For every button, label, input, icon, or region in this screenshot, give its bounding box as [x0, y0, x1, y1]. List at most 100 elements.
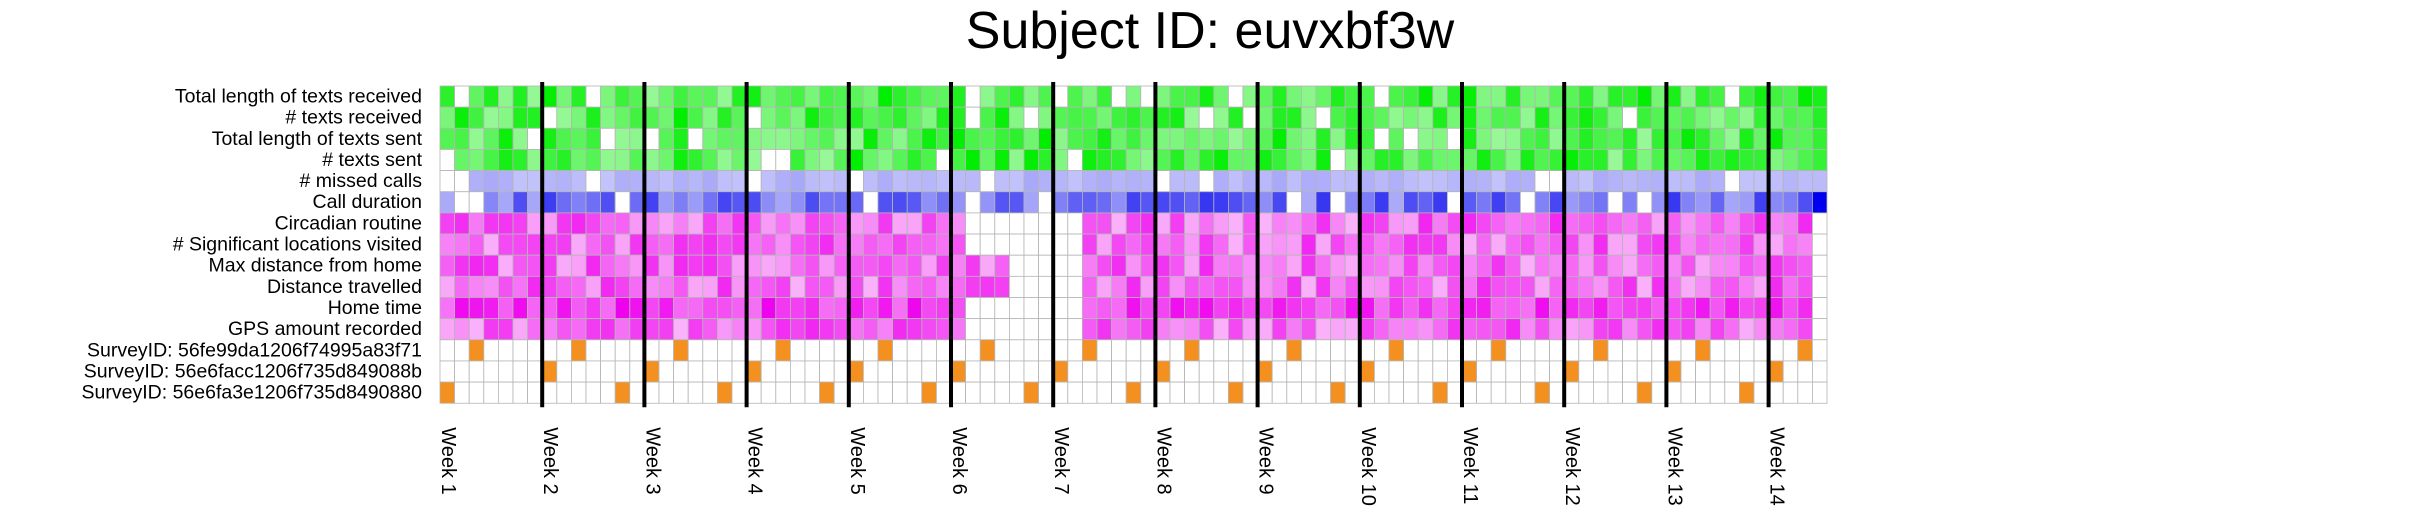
heatmap-cell	[790, 170, 806, 193]
heatmap-cell	[585, 233, 602, 256]
week-label: Week 3	[641, 427, 663, 494]
heatmap-cell	[1563, 212, 1580, 235]
heatmap-cell	[1739, 339, 1755, 362]
heatmap-cell	[1432, 360, 1448, 383]
heatmap-cell	[1666, 254, 1682, 277]
heatmap-cell	[979, 297, 996, 320]
heatmap-cell	[892, 254, 908, 277]
heatmap-cell	[1038, 275, 1054, 298]
heatmap-cell	[1622, 360, 1638, 383]
heatmap-cell	[1607, 339, 1624, 362]
heatmap-cell	[497, 339, 514, 362]
heatmap-cell	[1739, 233, 1755, 256]
heatmap-cell	[1009, 149, 1025, 171]
heatmap-cell	[1257, 233, 1273, 256]
heatmap-cell	[790, 318, 806, 341]
heatmap-cell	[1067, 191, 1083, 214]
heatmap-cell	[1169, 360, 1186, 383]
heatmap-cell	[1812, 254, 1828, 277]
heatmap-cell	[833, 149, 850, 171]
heatmap-cell	[790, 297, 806, 320]
heatmap-cell	[979, 318, 996, 341]
heatmap-cell	[687, 191, 704, 214]
heatmap-cell	[1636, 275, 1653, 298]
heatmap-cell	[965, 297, 981, 320]
heatmap-cell	[1593, 275, 1609, 298]
heatmap-cell	[1782, 318, 1799, 341]
heatmap-cell	[1067, 149, 1083, 171]
heatmap-cell	[731, 339, 748, 362]
heatmap-cell	[541, 170, 558, 193]
heatmap-cell	[819, 254, 835, 277]
heatmap-cell	[527, 212, 543, 235]
heatmap-cell	[1520, 360, 1536, 383]
heatmap-cell	[1695, 254, 1711, 277]
heatmap-cell	[1198, 254, 1215, 277]
heatmap-cell	[1155, 106, 1171, 129]
heatmap-cell	[1505, 297, 1521, 320]
row-label: Total length of texts sent	[212, 128, 423, 150]
heatmap-cell	[1578, 85, 1594, 108]
heatmap-cell	[497, 106, 514, 129]
heatmap-cell	[1009, 275, 1025, 298]
heatmap-cell	[1344, 318, 1361, 341]
heatmap-cell	[629, 360, 645, 383]
heatmap-cell	[863, 275, 879, 298]
heatmap-cell	[936, 297, 952, 320]
heatmap-cell	[1607, 170, 1624, 193]
heatmap-cell	[439, 127, 456, 150]
heatmap-cell	[1286, 339, 1302, 362]
heatmap-cell	[994, 127, 1010, 150]
heatmap-cell	[1242, 339, 1259, 362]
heatmap-cell	[1023, 297, 1040, 320]
heatmap-cell	[1301, 127, 1317, 150]
heatmap-cell	[1140, 233, 1156, 256]
heatmap-cell	[1315, 339, 1332, 362]
heatmap-cell	[1111, 254, 1127, 277]
heatmap-cell	[614, 360, 631, 383]
heatmap-cell	[1082, 339, 1098, 362]
heatmap-cell	[1301, 339, 1317, 362]
heatmap-cell	[906, 360, 923, 383]
heatmap-cell	[1666, 318, 1682, 341]
heatmap-cell	[1549, 85, 1565, 108]
heatmap-cell	[1534, 275, 1551, 298]
heatmap-cell	[1476, 381, 1492, 404]
heatmap-cell	[731, 360, 748, 383]
heatmap-cell	[629, 297, 645, 320]
heatmap-cell	[1607, 275, 1624, 298]
heatmap-cell	[600, 360, 616, 383]
heatmap-cell	[1812, 149, 1828, 171]
heatmap-cell	[439, 381, 456, 404]
heatmap-cell	[1315, 381, 1332, 404]
heatmap-cell	[1023, 339, 1040, 362]
heatmap-cell	[1228, 297, 1244, 320]
heatmap-cell	[1461, 318, 1478, 341]
heatmap-cell	[1563, 254, 1580, 277]
heatmap-cell	[454, 360, 470, 383]
heatmap-cell	[1242, 233, 1259, 256]
heatmap-cell	[1461, 106, 1478, 129]
heatmap-cell	[527, 254, 543, 277]
heatmap-cell	[687, 127, 704, 150]
heatmap-cell	[1125, 297, 1142, 320]
heatmap-cell	[1257, 254, 1273, 277]
heatmap-cell	[1096, 275, 1113, 298]
week-label: Week 12	[1561, 427, 1583, 506]
heatmap-cell	[1782, 233, 1799, 256]
heatmap-cell	[790, 275, 806, 298]
heatmap-cell	[819, 233, 835, 256]
heatmap-cell	[1768, 297, 1784, 320]
heatmap-cell	[1125, 339, 1142, 362]
heatmap-cell	[1520, 297, 1536, 320]
heatmap-cell	[1067, 339, 1083, 362]
heatmap-cell	[527, 297, 543, 320]
heatmap-cell	[1184, 127, 1200, 150]
heatmap-cell	[1228, 339, 1244, 362]
heatmap-cell	[512, 381, 529, 404]
heatmap-cell	[614, 127, 631, 150]
heatmap-cell	[468, 381, 485, 404]
heatmap-cell	[717, 381, 733, 404]
week-label: Week 10	[1357, 427, 1379, 506]
heatmap-cell	[906, 233, 923, 256]
